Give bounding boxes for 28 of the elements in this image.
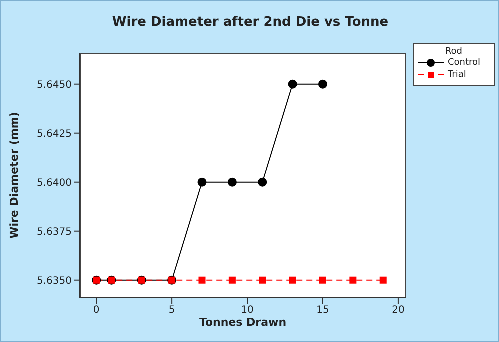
- point: [198, 276, 206, 284]
- y-tick-label: 5.6400: [37, 178, 72, 189]
- x-tick-label: 20: [392, 305, 405, 316]
- point: [289, 276, 296, 284]
- chart-title: Wire Diameter after 2nd Die vs Tonne: [111, 15, 390, 30]
- legend-label: Trial: [448, 70, 466, 80]
- point: [259, 276, 266, 284]
- point: [380, 276, 387, 284]
- point: [288, 80, 298, 89]
- y-tick-label: 5.6450: [37, 80, 72, 91]
- legend-label: Control: [448, 58, 481, 68]
- point: [228, 276, 236, 284]
- y-tick-label: 5.6425: [37, 128, 72, 140]
- legend-title: Rod: [444, 47, 464, 57]
- y-tick-label: 5.6350: [37, 276, 72, 287]
- x-tick-label: 10: [241, 305, 254, 316]
- y-tick-label: 5.6375: [37, 226, 72, 238]
- point: [228, 178, 237, 187]
- point: [319, 276, 326, 284]
- x-tick-label: 5: [168, 305, 176, 316]
- x-tick-label: 0: [93, 305, 100, 316]
- y-axis-title: Wire Diameter (mm): [8, 112, 21, 239]
- point: [198, 178, 207, 187]
- x-tick-label: 15: [316, 305, 330, 316]
- x-axis-title: Tonnes Drawn: [199, 316, 287, 329]
- point: [258, 178, 268, 187]
- point: [350, 276, 357, 284]
- point: [318, 80, 328, 89]
